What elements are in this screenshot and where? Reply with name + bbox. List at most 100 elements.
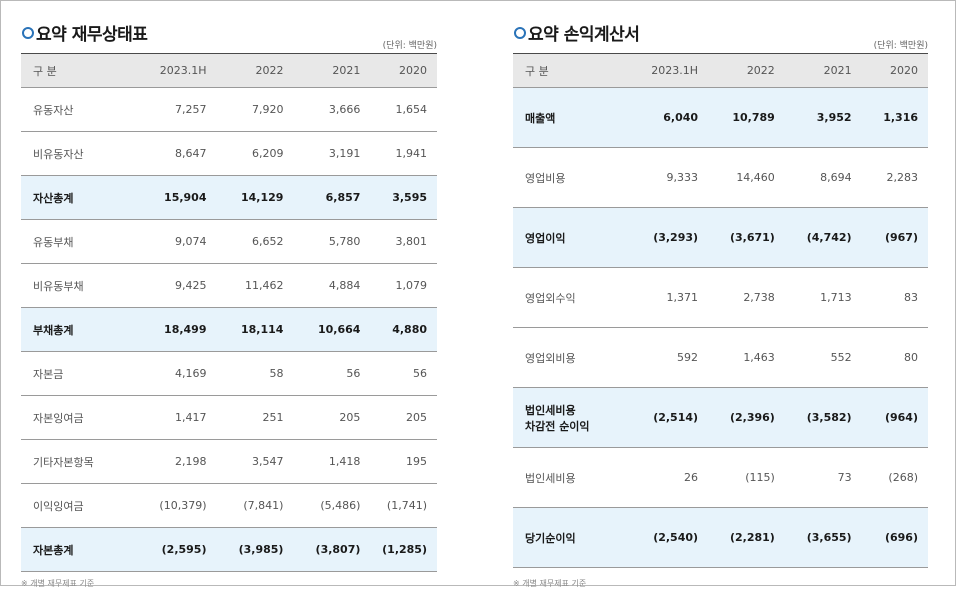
table-cell: (2,396): [708, 387, 785, 448]
table-cell: (696): [861, 507, 928, 568]
table-cell: 592: [625, 327, 709, 388]
table-row: 자본총계 (2,595) (3,985) (3,807) (1,285): [21, 527, 437, 572]
table-cell: 1,463: [708, 327, 785, 388]
table-cell: 3,801: [370, 219, 437, 264]
table-row: 비유동자산 8,647 6,209 3,191 1,941: [21, 131, 437, 176]
table-cell: 6,209: [216, 131, 294, 176]
table-cell: (7,841): [216, 483, 294, 528]
row-label: 자본금: [21, 351, 134, 396]
row-label: 영업비용: [513, 147, 626, 208]
table-row: 기타자본항목 2,198 3,547 1,418 195: [21, 439, 437, 484]
table-row: 영업비용 9,333 14,460 8,694 2,283: [513, 147, 928, 208]
table-cell: 18,499: [133, 307, 217, 352]
income-statement-title: 요약 손익계산서: [528, 25, 640, 45]
row-label: 영업이익: [513, 207, 626, 268]
income-statement-table: 구 분 2023.1H 2022 2021 2020 매출액 6,040 10,78…: [513, 53, 928, 568]
table-cell: 7,257: [133, 87, 217, 132]
table-row: 영업이익 (3,293) (3,671) (4,742) (967): [513, 207, 928, 268]
table-cell: (3,293): [625, 207, 709, 268]
table-cell: 552: [784, 327, 862, 388]
column-header: 구 분: [513, 53, 626, 88]
row-label: 법인세비용: [513, 447, 626, 508]
row-label: 비유동부채: [21, 263, 134, 308]
circle-bullet-icon: [22, 27, 34, 39]
table-cell: 15,904: [133, 175, 217, 220]
table-cell: 3,595: [370, 175, 437, 220]
table-cell: 73: [784, 447, 862, 508]
table-header-row: 구 분 2023.1H 2022 2021 2020: [21, 53, 437, 88]
table-cell: 14,129: [216, 175, 294, 220]
table-cell: (1,285): [370, 527, 437, 572]
table-cell: (115): [708, 447, 785, 508]
table-cell: 1,941: [370, 131, 437, 176]
column-header: 2023.1H: [133, 53, 217, 88]
table-cell: 14,460: [708, 147, 785, 208]
table-cell: 8,694: [784, 147, 862, 208]
table-cell: 251: [216, 395, 294, 440]
column-header: 구 분: [21, 53, 134, 88]
row-label: 유동부채: [21, 219, 134, 264]
table-row: 매출액 6,040 10,789 3,952 1,316: [513, 87, 928, 148]
table-cell: (2,540): [625, 507, 709, 568]
balance-sheet-unit: (단위: 백만원): [382, 41, 437, 51]
table-row: 법인세비용 차감전 순이익 (2,514) (2,396) (3,582) (964): [513, 387, 928, 448]
table-row: 자산총계 15,904 14,129 6,857 3,595: [21, 175, 437, 220]
table-row: 부채총계 18,499 18,114 10,664 4,880: [21, 307, 437, 352]
table-cell: 6,040: [625, 87, 709, 148]
row-label: 부채총계: [21, 307, 134, 352]
table-cell: 9,333: [625, 147, 709, 208]
row-label: 자본총계: [21, 527, 134, 572]
table-cell: 10,789: [708, 87, 785, 148]
table-cell: (1,741): [370, 483, 437, 528]
table-row: 유동부채 9,074 6,652 5,780 3,801: [21, 219, 437, 264]
table-cell: 1,316: [861, 87, 928, 148]
column-header: 2020: [861, 53, 928, 88]
balance-sheet-footnote: ※ 개별 재무제표 기준: [21, 579, 95, 588]
table-cell: 1,418: [293, 439, 371, 484]
table-cell: 6,652: [216, 219, 294, 264]
table-cell: (2,281): [708, 507, 785, 568]
table-cell: 2,283: [861, 147, 928, 208]
table-cell: (3,807): [293, 527, 371, 572]
table-cell: 56: [370, 351, 437, 396]
circle-bullet-icon: [514, 27, 526, 39]
table-cell: 4,880: [370, 307, 437, 352]
table-cell: (3,655): [784, 507, 862, 568]
table-cell: 18,114: [216, 307, 294, 352]
table-row: 영업외비용 592 1,463 552 80: [513, 327, 928, 388]
table-row: 비유동부채 9,425 11,462 4,884 1,079: [21, 263, 437, 308]
table-cell: 205: [293, 395, 371, 440]
row-label: 이익잉여금: [21, 483, 134, 528]
table-cell: 83: [861, 267, 928, 328]
table-cell: 11,462: [216, 263, 294, 308]
table-cell: 80: [861, 327, 928, 388]
row-label: 자본잉여금: [21, 395, 134, 440]
table-cell: 1,371: [625, 267, 709, 328]
table-cell: (5,486): [293, 483, 371, 528]
table-cell: 3,191: [293, 131, 371, 176]
table-row: 자본금 4,169 58 56 56: [21, 351, 437, 396]
row-label: 자산총계: [21, 175, 134, 220]
table-cell: 6,857: [293, 175, 371, 220]
table-cell: (967): [861, 207, 928, 268]
table-cell: (10,379): [133, 483, 217, 528]
table-cell: (3,582): [784, 387, 862, 448]
table-row: 법인세비용 26 (115) 73 (268): [513, 447, 928, 508]
row-label: 영업외비용: [513, 327, 626, 388]
table-cell: (964): [861, 387, 928, 448]
table-cell: 2,738: [708, 267, 785, 328]
column-header: 2021: [784, 53, 862, 88]
income-statement-unit: (단위: 백만원): [873, 41, 928, 51]
table-cell: 2,198: [133, 439, 217, 484]
table-cell: (4,742): [784, 207, 862, 268]
table-cell: (2,514): [625, 387, 709, 448]
table-row: 영업외수익 1,371 2,738 1,713 83: [513, 267, 928, 328]
income-statement-footnote: ※ 개별 재무제표 기준: [513, 579, 587, 588]
table-cell: 9,425: [133, 263, 217, 308]
table-cell: 56: [293, 351, 371, 396]
balance-sheet-header: 요약 재무상태표 (단위: 백만원): [21, 20, 437, 51]
table-cell: 3,547: [216, 439, 294, 484]
row-label: 유동자산: [21, 87, 134, 132]
balance-sheet-table: 구 분 2023.1H 2022 2021 2020 유동자산 7,257 7,92…: [21, 53, 437, 572]
table-header-row: 구 분 2023.1H 2022 2021 2020: [513, 53, 928, 88]
